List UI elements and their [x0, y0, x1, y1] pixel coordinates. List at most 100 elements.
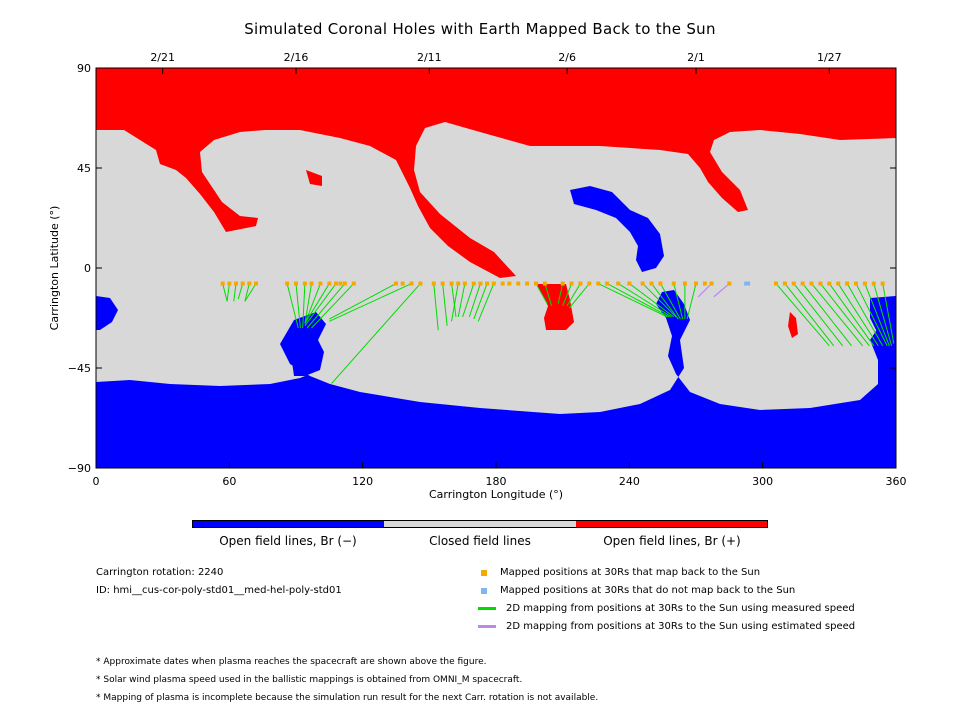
measured-mapping-line — [811, 283, 864, 347]
north-positive-coronal-hole — [96, 68, 896, 278]
measured-mapping-line — [222, 283, 228, 302]
mapped-point — [485, 281, 490, 286]
mapped-point — [649, 281, 654, 286]
mapped-point — [491, 281, 496, 286]
legend-unmapped-label: Mapped positions at 30Rs that do not map… — [500, 585, 796, 596]
mapped-point — [334, 281, 338, 286]
mapped-point — [400, 281, 405, 286]
measured-mapping-line — [304, 283, 337, 327]
small-positive-patch — [788, 312, 798, 338]
mapped-point — [578, 281, 583, 286]
measured-mapping-line — [473, 283, 488, 320]
mapped-point — [440, 281, 445, 286]
axes: 0 60 120 180 240 300 360 −90 −45 0 45 90 2/21 2/16 2/1… — [48, 51, 907, 501]
measured-mapping-line — [837, 283, 879, 347]
measured-mapping-line — [304, 283, 313, 324]
mapped-point — [456, 281, 461, 286]
legend-unmapped: Mapped positions at 30Rs that do not map… — [478, 585, 795, 596]
mapped-point — [327, 281, 332, 286]
mapped-point — [587, 281, 592, 286]
measured-mapping-line — [651, 283, 679, 320]
mapping-lines — [222, 283, 895, 384]
colorbar-label-negative: Open field lines, Br (−) — [219, 534, 357, 548]
x-tick-label: 180 — [486, 475, 507, 488]
measured-mapping-line — [598, 283, 668, 318]
unmapped-square-icon — [481, 587, 487, 594]
measured-mapping-line — [304, 283, 321, 324]
measured-mapping-line — [855, 283, 888, 347]
measured-mapping-line — [329, 283, 412, 322]
measured-mapping-line — [226, 283, 230, 302]
measured-mapping-line — [286, 283, 299, 329]
mapped-point — [569, 281, 574, 286]
mapped-point — [774, 281, 778, 286]
mapped-point — [809, 281, 814, 286]
mapped-point — [478, 281, 483, 286]
mapped-point — [516, 281, 521, 286]
note-speed: * Solar wind plasma speed used in the ba… — [96, 675, 523, 685]
mapped-square-icon — [481, 569, 487, 576]
mapped-point — [627, 281, 632, 286]
mapped-point — [791, 281, 796, 286]
mapped-point — [605, 281, 610, 286]
mapped-point — [309, 281, 314, 286]
mapped-point — [871, 281, 876, 286]
measured-mapping-line — [244, 283, 257, 302]
measured-mapping-line — [304, 283, 330, 324]
x-tick-label: 300 — [752, 475, 773, 488]
carrington-rotation: Carrington rotation: 2240 — [96, 567, 224, 578]
mapped-point — [658, 281, 663, 286]
mapped-point — [702, 281, 707, 286]
date-tick-label: 2/11 — [417, 51, 442, 64]
mapped-point — [302, 281, 307, 286]
mapped-point — [247, 281, 252, 286]
mapped-point — [507, 281, 512, 286]
colorbar — [192, 520, 768, 528]
measured-mapping-line — [642, 283, 677, 318]
legend-mapped-label: Mapped positions at 30Rs that map back t… — [500, 567, 761, 578]
mapped-point — [640, 281, 645, 286]
measured-mapping-line — [477, 283, 495, 322]
mapped-point — [449, 281, 454, 286]
measured-mapping-line — [629, 283, 675, 318]
plot-area — [96, 68, 896, 468]
measured-mapping-line — [882, 283, 895, 344]
mapped-point — [294, 281, 298, 286]
y-tick-label: −45 — [68, 362, 91, 375]
measured-mapping-line — [802, 283, 852, 347]
mapped-point — [534, 281, 538, 286]
mapped-point — [471, 281, 476, 286]
west-negative-lobe — [96, 296, 118, 330]
y-tick-label: 45 — [77, 162, 91, 175]
x-tick-label: 360 — [886, 475, 907, 488]
measured-mapping-line — [244, 283, 250, 302]
mapped-point — [542, 281, 547, 286]
measured-mapping-line — [462, 283, 475, 318]
measured-mapping-line — [557, 283, 564, 304]
mapped-point — [818, 281, 823, 286]
mapped-point — [671, 281, 676, 286]
mapped-point — [240, 281, 245, 286]
mapped-point — [560, 281, 565, 286]
mapped-points — [220, 281, 885, 286]
note-incomplete: * Mapping of plasma is incomplete becaus… — [96, 693, 599, 703]
colorbar-label-positive: Open field lines, Br (+) — [603, 534, 741, 548]
x-tick-label: 120 — [352, 475, 373, 488]
measured-mapping-line — [846, 283, 884, 347]
measured-mapping-line — [784, 283, 835, 347]
mapped-point — [525, 281, 530, 286]
unmapped-point — [744, 281, 751, 286]
small-negative-patch — [292, 362, 308, 376]
mapped-point — [854, 281, 858, 286]
measured-mapping-line — [237, 283, 244, 300]
mapped-point — [418, 281, 423, 286]
south-negative-coronal-hole — [96, 290, 896, 468]
measured-mapping-line — [331, 283, 421, 384]
mapped-point — [220, 281, 225, 286]
mapped-point — [727, 281, 732, 286]
colorbar-positive — [575, 521, 767, 527]
mapped-point — [254, 281, 258, 286]
mapped-point — [616, 281, 621, 286]
legend-estimated: 2D mapping from positions at 30Rs to the… — [478, 621, 855, 632]
measured-mapping-line — [457, 283, 466, 317]
